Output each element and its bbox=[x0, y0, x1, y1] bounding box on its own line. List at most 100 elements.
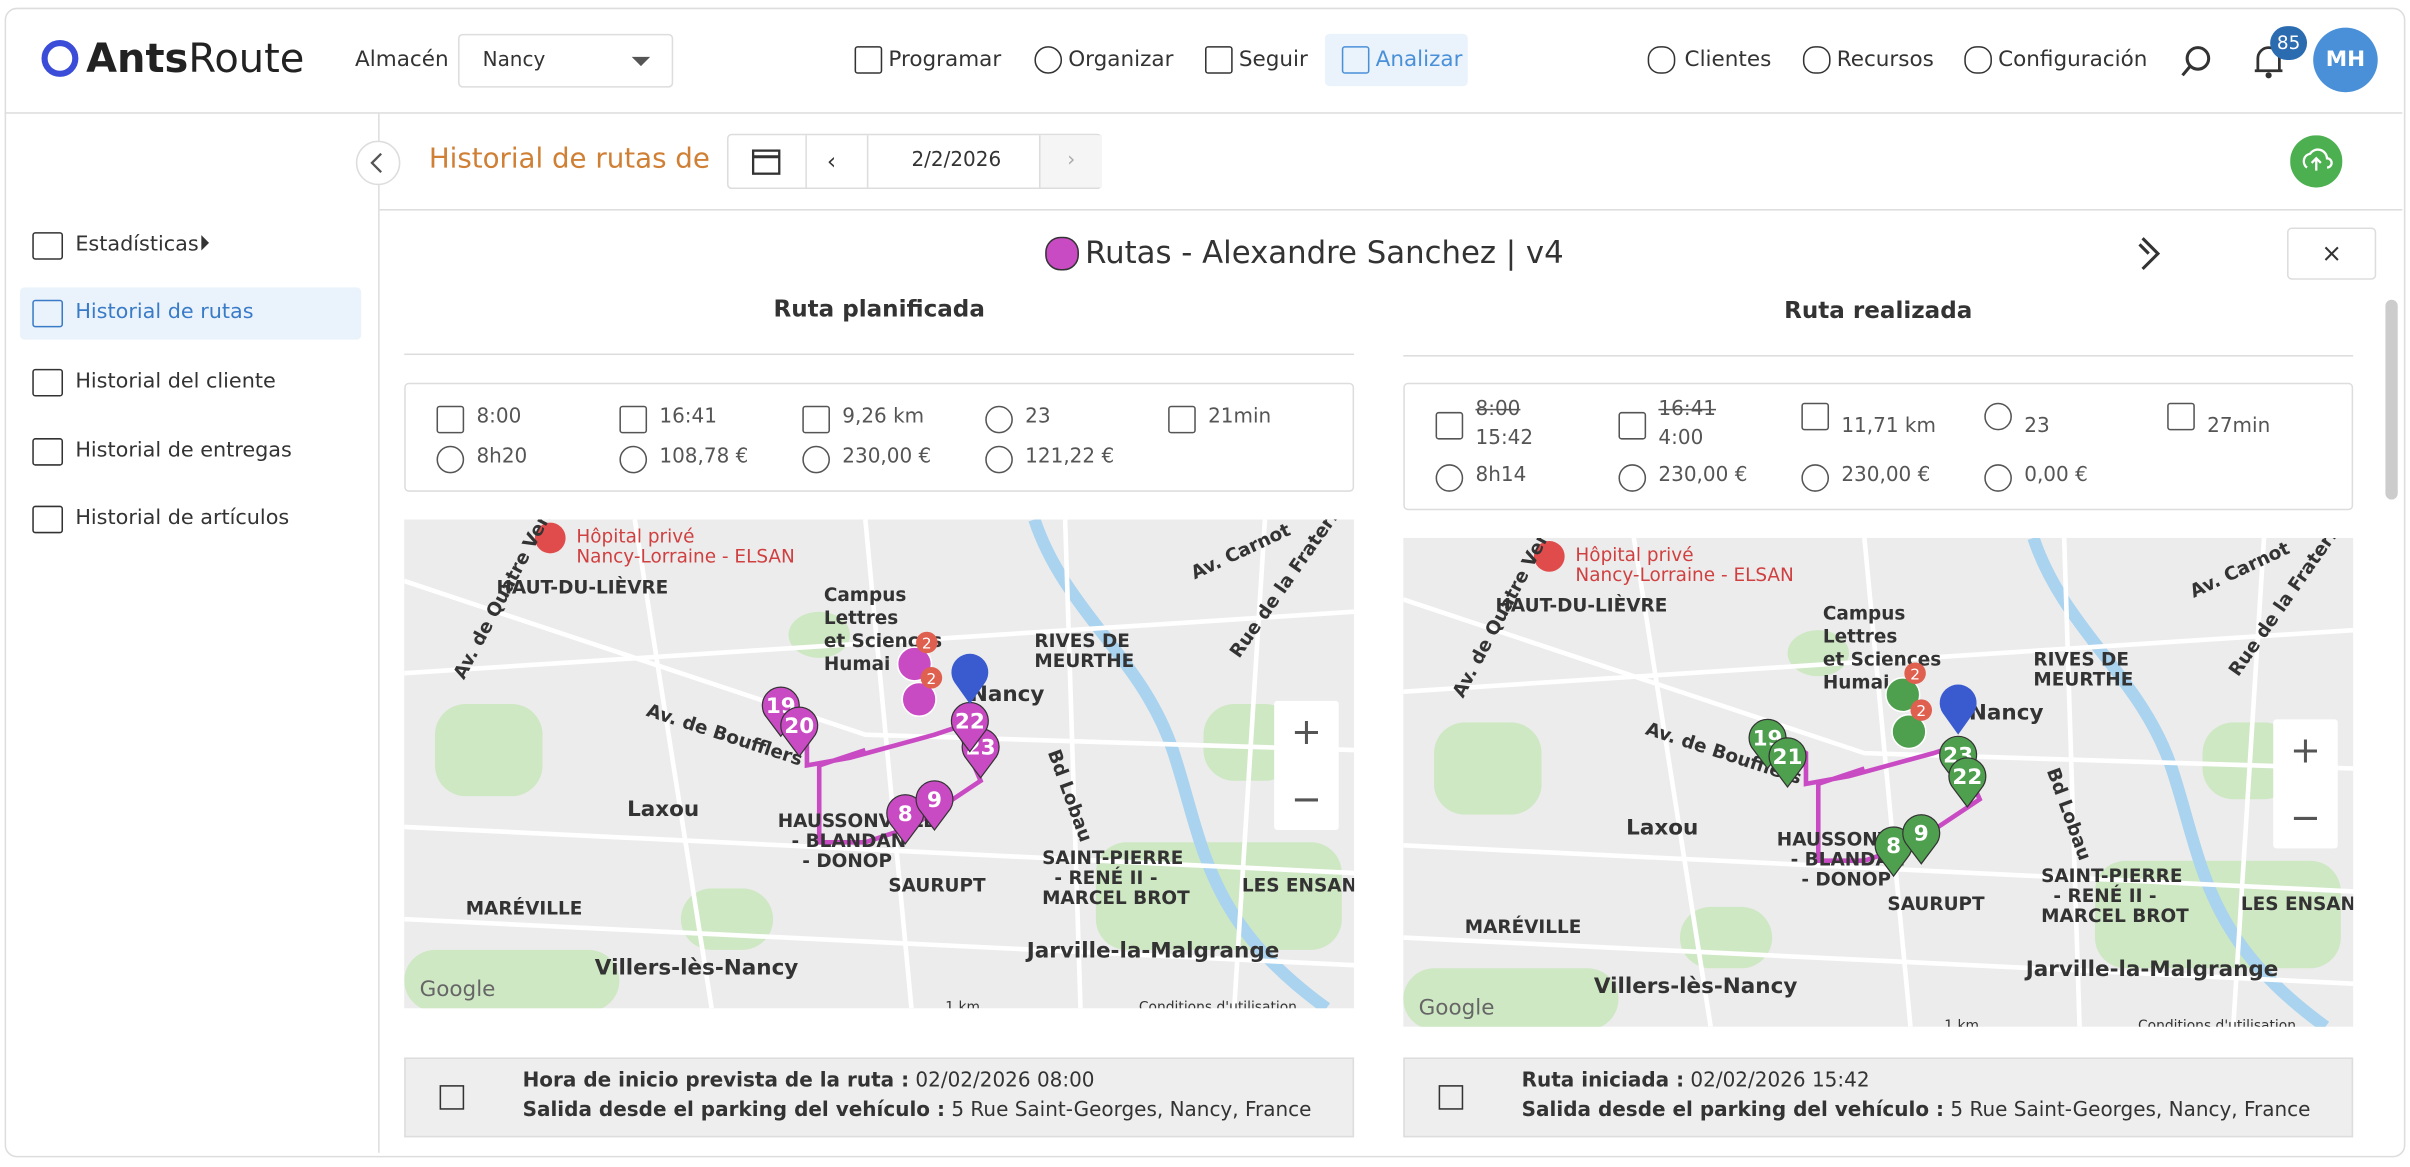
zoom-box bbox=[1274, 700, 1339, 830]
info-box: Hora de inicio prevista de la ruta : 02/… bbox=[404, 1057, 1355, 1138]
zoom-out[interactable]: − bbox=[2290, 796, 2321, 839]
nav-item[interactable]: Recursos bbox=[1836, 47, 1934, 73]
close[interactable]: × bbox=[2287, 227, 2377, 280]
map-label: Humai bbox=[824, 654, 891, 675]
nav-item[interactable]: Analizar bbox=[1375, 47, 1463, 73]
hospital-icon bbox=[1533, 541, 1565, 572]
divider bbox=[1403, 355, 2354, 357]
sidebar-icon bbox=[32, 299, 64, 328]
nav-icon bbox=[854, 46, 883, 74]
sidebar-icon bbox=[32, 232, 64, 260]
warehouse-select[interactable]: Nancy bbox=[458, 33, 674, 88]
map-label: Google bbox=[1419, 995, 1495, 1020]
stat-value: 8h20 bbox=[476, 445, 528, 469]
marker-label: 22 bbox=[1952, 765, 1982, 790]
park bbox=[1434, 722, 1542, 815]
stat-icon bbox=[1984, 402, 2012, 431]
stat-value: 121,22 € bbox=[1025, 445, 1115, 469]
stat-value: 9,26 km bbox=[842, 405, 925, 429]
nav-item[interactable]: Seguir bbox=[1238, 47, 1308, 73]
sep bbox=[866, 135, 869, 188]
badge bbox=[916, 631, 938, 654]
map-label: 1 km bbox=[1944, 1018, 1979, 1027]
scrollbar bbox=[2385, 299, 2398, 500]
map-label: Hôpital privé bbox=[1575, 545, 1693, 566]
marker-label: 20 bbox=[784, 714, 814, 739]
frame bbox=[4, 7, 2406, 1158]
stat-value: 15:42 bbox=[1475, 427, 1534, 451]
sidebar-item[interactable]: Estadísticas bbox=[75, 232, 199, 257]
map-label: LES ENSANG bbox=[2241, 894, 2353, 915]
calendar-icon[interactable] bbox=[751, 148, 783, 176]
sidebar-item[interactable]: Historial de rutas bbox=[75, 299, 254, 325]
nav-item[interactable]: Clientes bbox=[1684, 47, 1772, 73]
map-label: Google bbox=[420, 977, 496, 1002]
cluster-marker bbox=[901, 681, 937, 718]
map-label: - DONOP bbox=[802, 851, 892, 872]
map-label: Conditions d'utilisation bbox=[2138, 1018, 2296, 1027]
map-label: - BLANDAN bbox=[792, 831, 907, 852]
map-label: Campus bbox=[1823, 603, 1906, 624]
map-label: Nancy-Lorraine - ELSAN bbox=[1575, 565, 1793, 586]
nav-item[interactable]: Programar bbox=[888, 47, 1002, 73]
stat-icon bbox=[436, 445, 465, 474]
map-label: Hôpital privé bbox=[576, 527, 694, 548]
next[interactable]: › bbox=[1039, 135, 1103, 188]
park bbox=[434, 703, 543, 797]
sidebar-item[interactable]: Historial de artículos bbox=[75, 505, 290, 531]
panel-title: Rutas - Alexandre Sanchez | v4 bbox=[1085, 233, 1564, 271]
stat-value: 4:00 bbox=[1658, 427, 1704, 451]
marker bbox=[886, 794, 925, 845]
info-value: 02/02/2026 15:42 bbox=[1690, 1069, 1870, 1093]
stat-icon bbox=[1618, 464, 1647, 492]
zoom-in[interactable]: + bbox=[2290, 728, 2321, 771]
stat-value: 23 bbox=[1025, 405, 1051, 429]
prev[interactable]: ‹ bbox=[826, 147, 837, 176]
notification-badge: 85 bbox=[2270, 26, 2308, 60]
marker-label: 8 bbox=[1886, 834, 1901, 859]
map-label: SAINT-PIERRE bbox=[2041, 866, 2182, 887]
date[interactable]: 2/2/2026 bbox=[911, 149, 1002, 173]
stat-value: 8h14 bbox=[1475, 464, 1527, 488]
map-label: 1 km bbox=[945, 999, 980, 1008]
map-label: MARCEL BROT bbox=[1042, 888, 1190, 909]
collapse-button[interactable] bbox=[354, 138, 403, 187]
search[interactable] bbox=[2179, 43, 2216, 80]
nav-icon bbox=[1964, 46, 1992, 74]
map-label: Bd Lobau bbox=[1043, 747, 1096, 845]
map-label: Villers-lès-Nancy bbox=[1594, 974, 1798, 999]
download[interactable] bbox=[2290, 135, 2343, 188]
road bbox=[863, 519, 914, 1009]
sidebar-item[interactable]: Historial del cliente bbox=[75, 368, 276, 394]
stat-value: 230,00 € bbox=[842, 445, 932, 469]
stat-value: 108,78 € bbox=[659, 445, 749, 469]
stat-value: 8:00 bbox=[476, 405, 522, 429]
zoom-in[interactable]: + bbox=[1291, 710, 1322, 753]
stat-icon bbox=[802, 445, 830, 474]
map-label: Nancy bbox=[1969, 700, 2044, 725]
nav-item[interactable]: Configuración bbox=[1998, 47, 2148, 73]
expand[interactable] bbox=[2136, 235, 2164, 272]
avatar[interactable]: MH bbox=[2313, 27, 2378, 93]
stat-value: 11,71 km bbox=[1841, 414, 1936, 439]
zoom-out[interactable]: − bbox=[1291, 778, 1322, 821]
map-label: - RENÉ II - bbox=[1054, 867, 1157, 889]
road bbox=[1403, 843, 2354, 894]
stat-icon bbox=[1435, 464, 1464, 492]
sidebar-item[interactable]: Historial de entregas bbox=[75, 438, 292, 463]
map-label: Nancy-Lorraine - ELSAN bbox=[576, 547, 794, 568]
map-label: Jarville-la-Malgrange bbox=[1025, 939, 1280, 964]
map-label: Lettres bbox=[1823, 626, 1897, 647]
map-label: RIVES DE bbox=[2033, 650, 2129, 671]
stat-icon bbox=[1168, 405, 1196, 434]
map-label: Humai bbox=[1823, 673, 1890, 694]
stat-icon bbox=[2167, 402, 2195, 431]
map-label: - RENÉ II - bbox=[2053, 885, 2156, 907]
depot bbox=[1939, 684, 1977, 735]
nav-item[interactable]: Organizar bbox=[1068, 47, 1174, 73]
road bbox=[1062, 519, 1083, 1009]
park bbox=[1403, 968, 1619, 1027]
map-label: MARCEL BROT bbox=[2041, 906, 2189, 927]
info-value: 5 Rue Saint-Georges, Nancy, France bbox=[1950, 1098, 2311, 1123]
